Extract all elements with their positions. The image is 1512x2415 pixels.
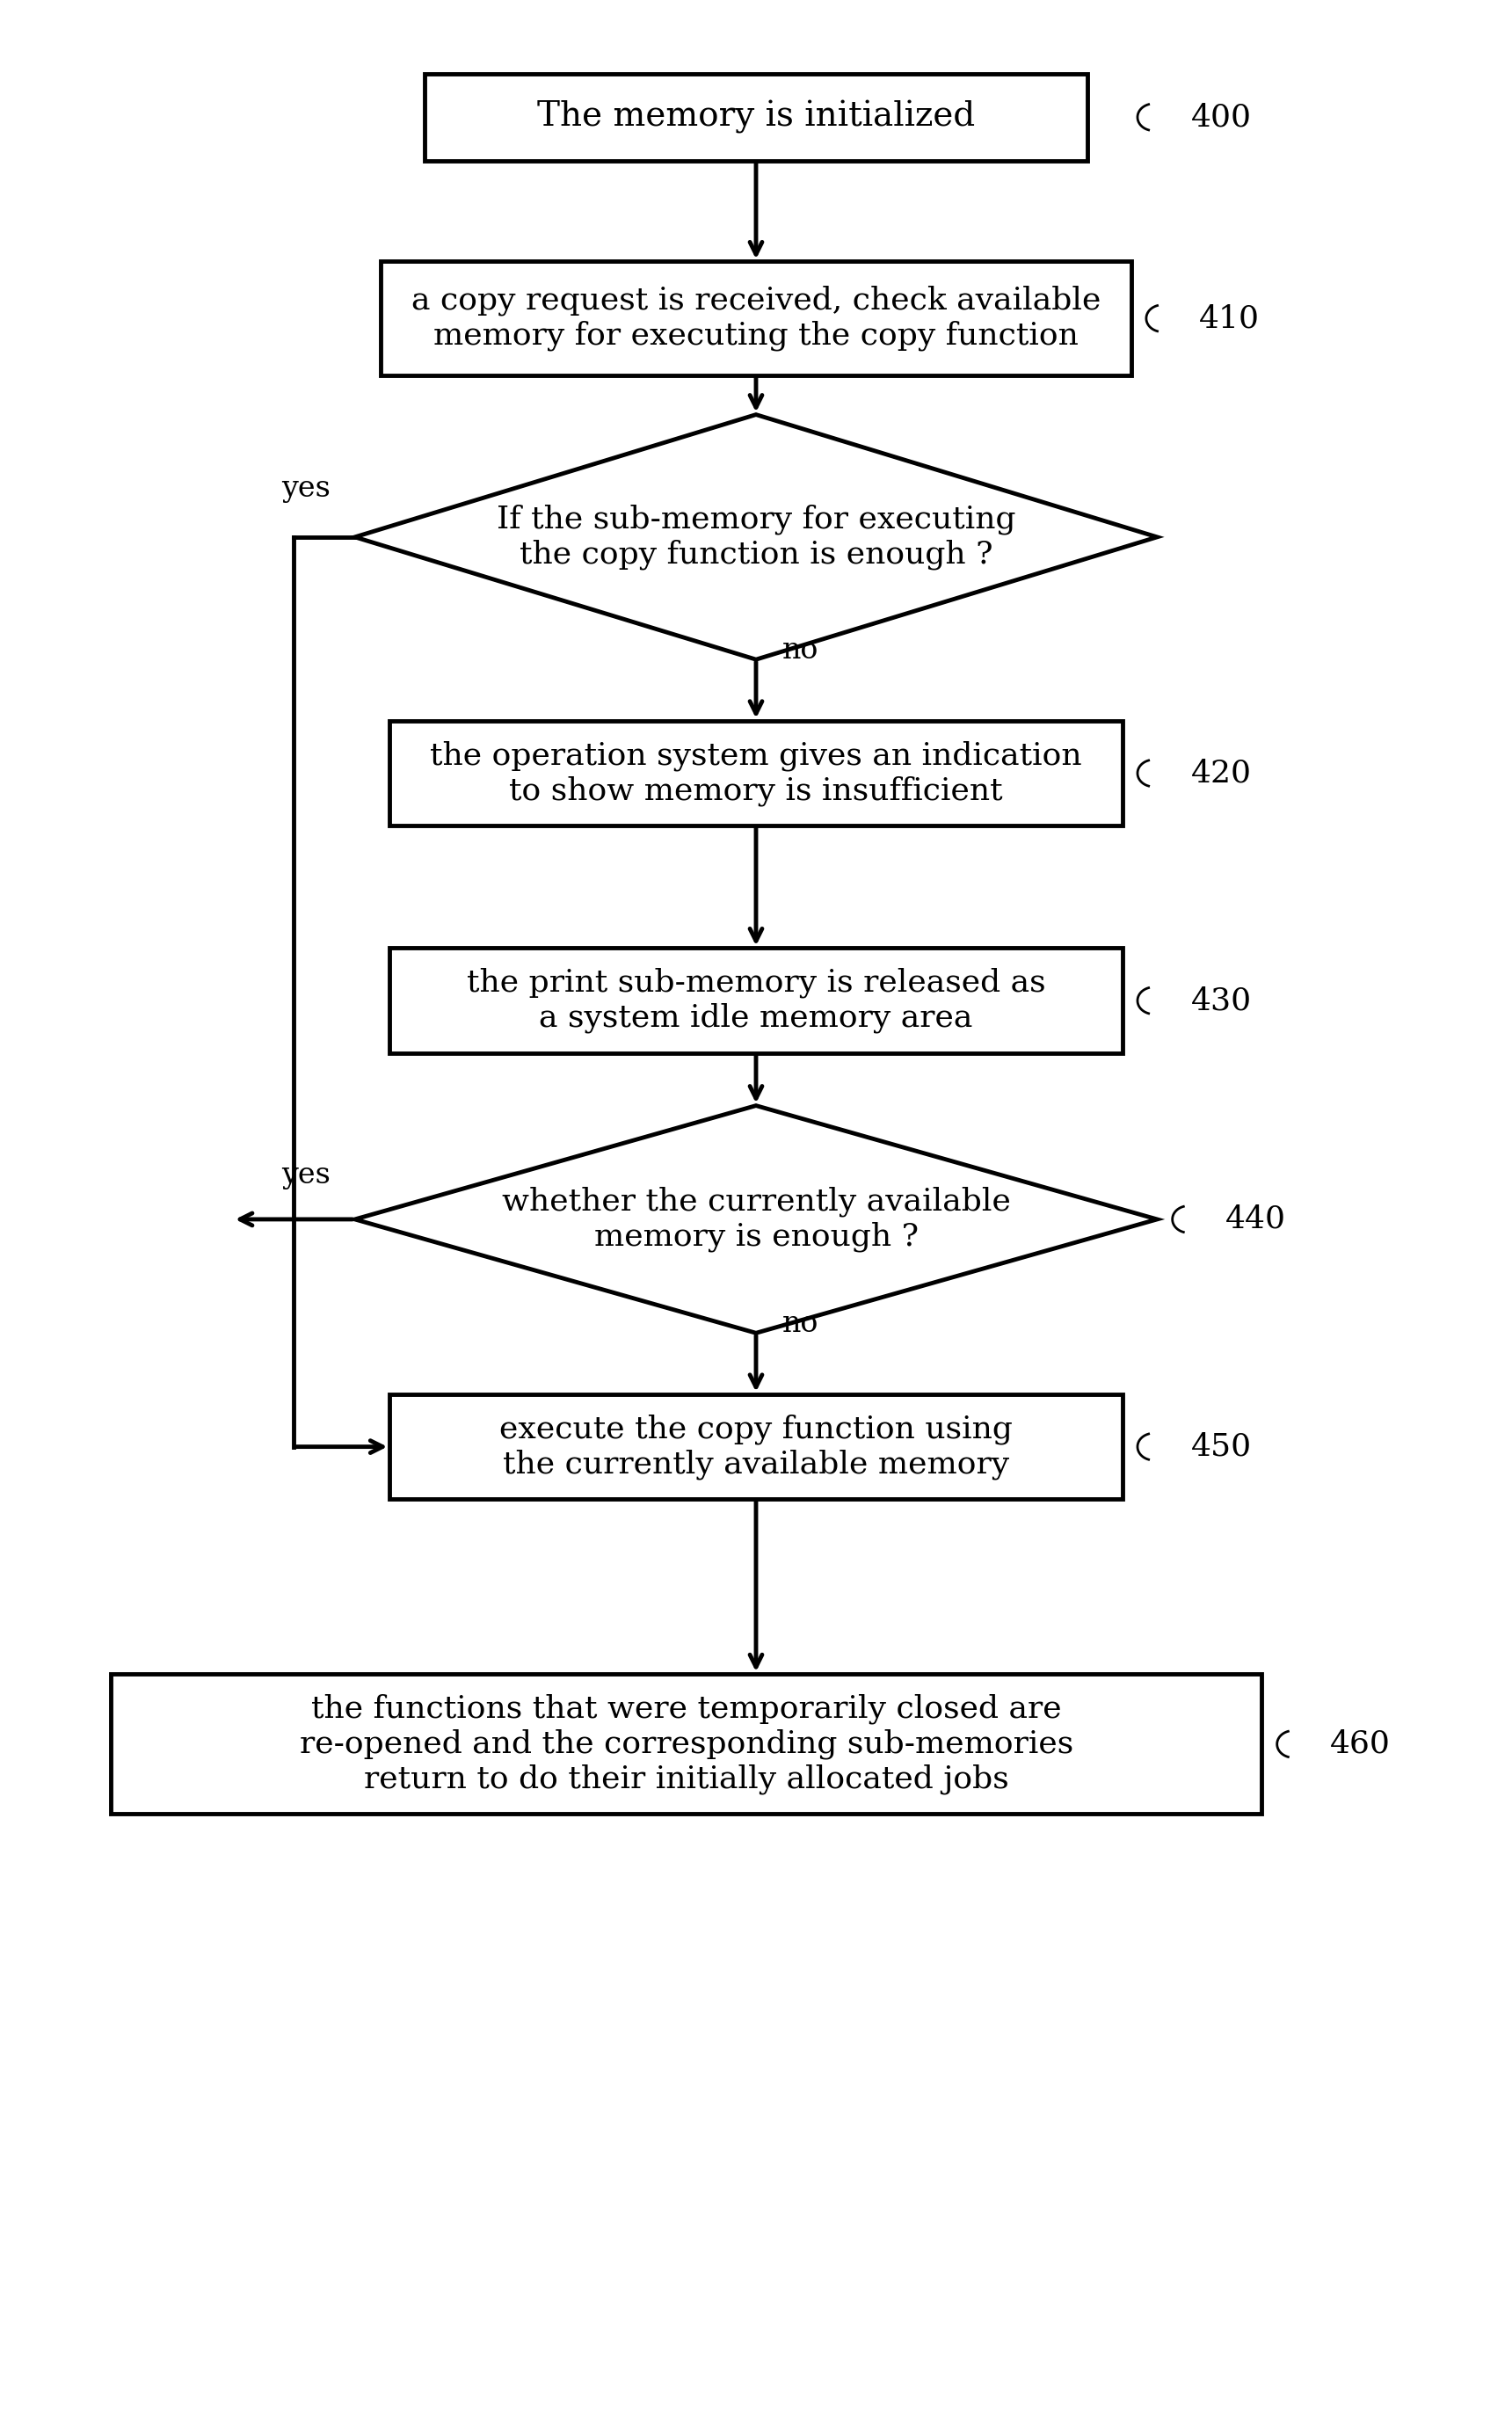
Bar: [390, 949, 1122, 1053]
Text: execute the copy function using
the currently available memory: execute the copy function using the curr…: [499, 1415, 1013, 1480]
Bar: [390, 1393, 1122, 1500]
Text: 460: 460: [1331, 1729, 1391, 1758]
Text: no: no: [782, 638, 818, 664]
Text: yes: yes: [281, 476, 331, 502]
Bar: [390, 720, 1122, 826]
Polygon shape: [355, 415, 1157, 659]
Text: The memory is initialized: The memory is initialized: [537, 101, 975, 133]
Text: the functions that were temporarily closed are
re-opened and the corresponding s: the functions that were temporarily clos…: [299, 1693, 1074, 1794]
Polygon shape: [355, 1106, 1157, 1333]
Text: a copy request is received, check available
memory for executing the copy functi: a copy request is received, check availa…: [411, 285, 1101, 350]
Text: the print sub-memory is released as
a system idle memory area: the print sub-memory is released as a sy…: [467, 968, 1045, 1034]
Text: If the sub-memory for executing
the copy function is enough ?: If the sub-memory for executing the copy…: [496, 505, 1016, 570]
Text: the operation system gives an indication
to show memory is insufficient: the operation system gives an indication…: [429, 741, 1083, 807]
Text: 430: 430: [1190, 985, 1252, 1017]
Text: 440: 440: [1226, 1205, 1287, 1234]
Text: no: no: [782, 1311, 818, 1338]
Bar: [381, 261, 1131, 374]
Text: yes: yes: [281, 1162, 331, 1191]
Text: 420: 420: [1190, 758, 1252, 787]
Text: 450: 450: [1190, 1432, 1252, 1461]
Text: 400: 400: [1190, 101, 1252, 133]
Bar: [425, 72, 1087, 162]
Text: 410: 410: [1199, 304, 1259, 333]
Bar: [110, 1674, 1261, 1814]
Text: whether the currently available
memory is enough ?: whether the currently available memory i…: [502, 1186, 1010, 1251]
